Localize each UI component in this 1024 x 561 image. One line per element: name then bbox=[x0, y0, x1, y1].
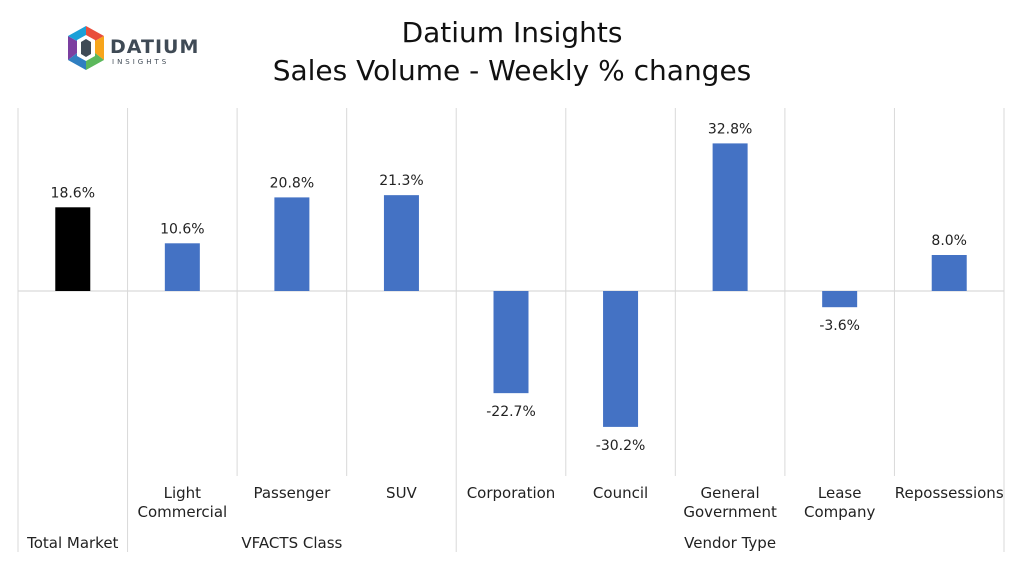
group-label: VFACTS Class bbox=[241, 534, 342, 552]
group-label: Vendor Type bbox=[684, 534, 776, 552]
bar-2 bbox=[164, 243, 200, 291]
bar-1 bbox=[55, 207, 91, 291]
data-label: -3.6% bbox=[819, 318, 860, 334]
bar-9 bbox=[931, 255, 967, 291]
category-label: Council bbox=[593, 484, 648, 502]
data-label: 21.3% bbox=[379, 173, 423, 189]
category-label: Lease bbox=[818, 484, 862, 502]
category-label: SUV bbox=[386, 484, 418, 502]
category-label: General bbox=[701, 484, 760, 502]
bar-3 bbox=[274, 197, 310, 291]
data-label: 20.8% bbox=[270, 175, 314, 191]
category-label: Company bbox=[804, 503, 875, 521]
bar-4 bbox=[383, 195, 419, 291]
chart-title: Sales Volume - Weekly % changes bbox=[272, 54, 752, 87]
category-label: Commercial bbox=[137, 503, 227, 521]
category-label: Corporation bbox=[467, 484, 556, 502]
data-label: 18.6% bbox=[51, 185, 95, 201]
bar-8 bbox=[822, 291, 858, 308]
datium-logo-icon bbox=[68, 26, 104, 70]
data-label: -22.7% bbox=[486, 404, 536, 420]
data-label: 8.0% bbox=[931, 233, 967, 249]
category-label: Repossessions bbox=[895, 484, 1004, 502]
datium-logo: DATIUM INSIGHTS bbox=[64, 24, 204, 80]
title-block: Datium Insights Sales Volume - Weekly % … bbox=[0, 14, 1024, 90]
data-label: -30.2% bbox=[596, 438, 646, 454]
category-label: Passenger bbox=[253, 484, 331, 502]
logo-tagline: INSIGHTS bbox=[112, 58, 170, 66]
page-title: Datium Insights bbox=[401, 16, 623, 49]
group-label: Total Market bbox=[26, 534, 118, 552]
category-label: Light bbox=[164, 484, 202, 502]
data-label: 32.8% bbox=[708, 121, 752, 137]
category-label: Government bbox=[683, 503, 777, 521]
bar-6 bbox=[603, 291, 639, 427]
bar-5 bbox=[493, 291, 529, 394]
data-label: 10.6% bbox=[160, 221, 204, 237]
logo-wordmark: DATIUM bbox=[110, 36, 200, 58]
bar-7 bbox=[712, 143, 748, 291]
